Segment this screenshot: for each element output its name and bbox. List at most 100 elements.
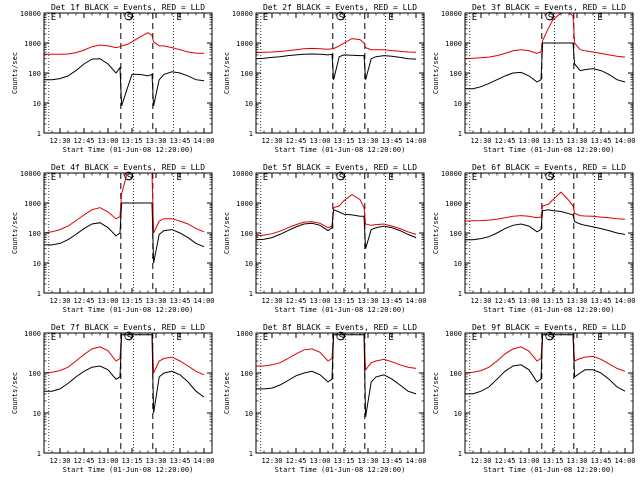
y-tick-label: 100 — [28, 370, 41, 378]
panel-title: Det 7f BLACK = Events, RED = LLD — [51, 323, 205, 332]
y-axis-label: Counts/sec — [432, 52, 440, 94]
series-group — [256, 333, 417, 417]
event-marker: E — [263, 173, 268, 183]
event-marker: E — [176, 173, 181, 183]
y-tick-label: 10 — [245, 410, 253, 418]
x-tick-label: 13:30 — [566, 297, 587, 305]
series-line-events — [465, 334, 626, 395]
series-group — [465, 191, 626, 241]
event-marker: E — [472, 13, 477, 23]
saa-circle-marker — [124, 331, 134, 341]
y-tick-label: 100 — [28, 230, 41, 238]
event-marker: S — [339, 13, 344, 23]
x-tick-label: 13:00 — [97, 137, 118, 145]
y-axis-label: Counts/sec — [223, 212, 231, 254]
y-tick-label: 100 — [240, 70, 253, 78]
y-tick-label: 1 — [458, 130, 462, 138]
event-marker: E — [176, 333, 181, 343]
x-tick-label: 14:00 — [405, 457, 426, 465]
series-line-events — [44, 202, 205, 264]
x-tick-label: 12:45 — [73, 457, 94, 465]
panel-title: Det 5f BLACK = Events, RED = LLD — [263, 163, 417, 172]
series-line-lld — [44, 173, 205, 234]
x-axis-label: Start Time (01-Jun-08 12:20:00) — [275, 146, 406, 154]
x-tick-label: 13:15 — [333, 297, 354, 305]
x-tick-label: 12:45 — [285, 137, 306, 145]
x-tick-label: 13:15 — [121, 137, 142, 145]
saa-circle-marker — [124, 171, 134, 181]
y-axis-label: Counts/sec — [223, 372, 231, 414]
y-tick-label: 10 — [33, 260, 41, 268]
y-tick-label: 100 — [449, 370, 462, 378]
saa-circle-marker — [336, 11, 346, 21]
series-line-events — [256, 334, 417, 417]
plot-frame — [43, 332, 213, 454]
x-tick-label: 12:30 — [261, 137, 282, 145]
x-tick-label: 13:15 — [333, 457, 354, 465]
series-line-lld — [256, 38, 417, 54]
saa-circle-marker — [545, 171, 555, 181]
x-tick-label: 13:45 — [590, 137, 611, 145]
x-axis-label: Start Time (01-Jun-08 12:20:00) — [484, 146, 615, 154]
saa-circle-marker — [336, 171, 346, 181]
series-line-lld — [465, 13, 626, 60]
x-tick-label: 13:45 — [590, 457, 611, 465]
series-line-lld — [465, 333, 626, 374]
x-tick-label: 12:30 — [49, 297, 70, 305]
y-tick-label: 10000 — [20, 10, 41, 18]
x-tick-label: 12:30 — [261, 297, 282, 305]
x-tick-label: 12:45 — [494, 457, 515, 465]
x-tick-label: 13:15 — [542, 297, 563, 305]
plot-frame — [464, 332, 634, 454]
y-tick-label: 10 — [245, 100, 253, 108]
x-tick-label: 12:30 — [261, 457, 282, 465]
x-tick-label: 13:15 — [542, 457, 563, 465]
x-tick-label: 13:15 — [121, 297, 142, 305]
series-group — [44, 173, 205, 264]
y-tick-label: 1 — [249, 450, 253, 458]
x-axis-label: Start Time (01-Jun-08 12:20:00) — [63, 306, 194, 314]
x-tick-label: 12:30 — [470, 457, 491, 465]
series-line-events — [256, 208, 417, 249]
x-tick-label: 14:00 — [193, 457, 214, 465]
event-marker: E — [263, 13, 268, 23]
x-tick-label: 13:00 — [518, 137, 539, 145]
series-line-lld — [44, 32, 205, 55]
y-tick-label: 10000 — [232, 170, 253, 178]
x-tick-label: 13:00 — [97, 297, 118, 305]
y-tick-label: 100 — [240, 370, 253, 378]
event-marker: S — [548, 13, 553, 23]
y-tick-label: 1 — [458, 450, 462, 458]
x-tick-label: 12:45 — [73, 297, 94, 305]
x-axis-label: Start Time (01-Jun-08 12:20:00) — [484, 466, 615, 474]
event-marker: E — [263, 333, 268, 343]
event-marker: S — [339, 173, 344, 183]
y-tick-label: 1 — [37, 290, 41, 298]
x-tick-label: 13:45 — [169, 137, 190, 145]
x-tick-label: 13:00 — [518, 297, 539, 305]
event-marker: E — [51, 13, 56, 23]
x-tick-label: 13:00 — [309, 297, 330, 305]
y-tick-label: 1000 — [445, 40, 462, 48]
panel-title: Det 6f BLACK = Events, RED = LLD — [472, 163, 626, 172]
x-tick-label: 12:45 — [494, 297, 515, 305]
series-group — [256, 193, 417, 249]
event-marker: S — [127, 333, 132, 343]
x-tick-label: 13:00 — [97, 457, 118, 465]
x-tick-label: 13:00 — [518, 457, 539, 465]
x-tick-label: 14:00 — [614, 457, 635, 465]
panel-title: Det 9f BLACK = Events, RED = LLD — [472, 323, 626, 332]
event-marker: S — [127, 13, 132, 23]
event-marker: E — [597, 173, 602, 183]
event-marker: E — [388, 173, 393, 183]
x-tick-label: 12:45 — [494, 137, 515, 145]
y-tick-label: 1000 — [236, 40, 253, 48]
x-tick-label: 12:45 — [73, 137, 94, 145]
x-tick-label: 13:45 — [381, 457, 402, 465]
event-marker: S — [548, 173, 553, 183]
